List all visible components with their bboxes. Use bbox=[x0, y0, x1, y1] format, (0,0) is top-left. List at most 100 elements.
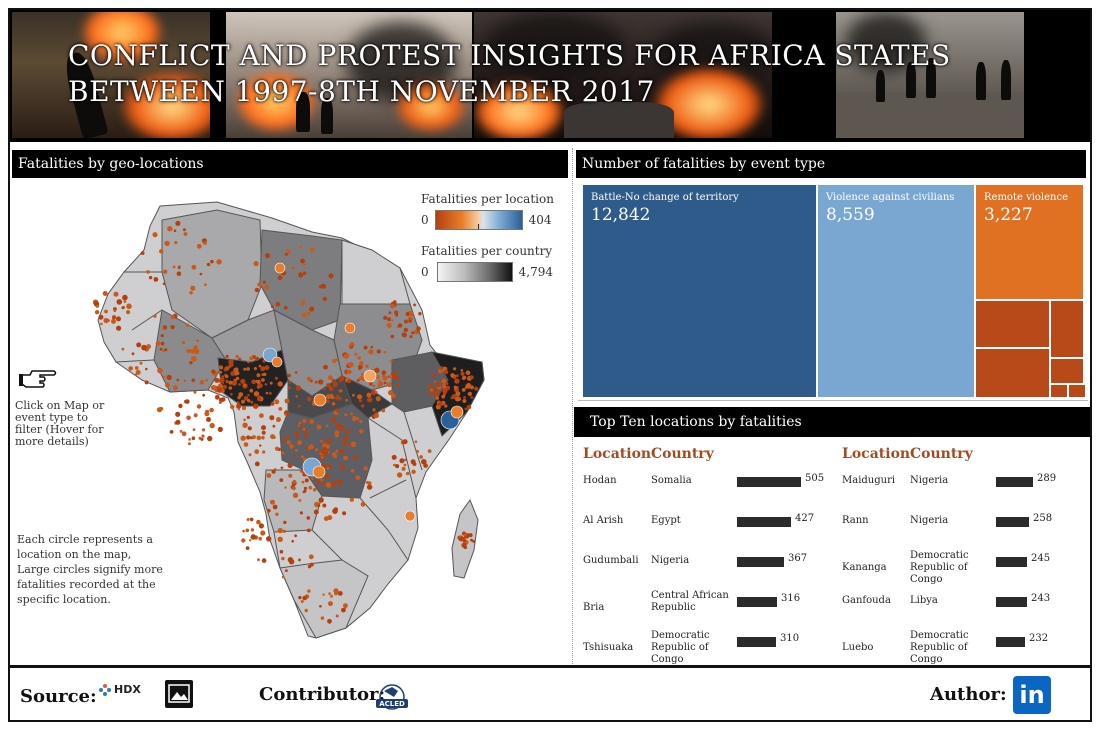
location-circle[interactable] bbox=[222, 384, 227, 389]
location-circle[interactable] bbox=[266, 473, 272, 478]
location-circle[interactable] bbox=[344, 436, 349, 441]
location-circle[interactable] bbox=[330, 594, 333, 598]
location-circle[interactable] bbox=[243, 442, 249, 447]
tile-small-6[interactable] bbox=[1068, 384, 1086, 398]
location-circle[interactable] bbox=[360, 501, 366, 507]
location-circle[interactable] bbox=[116, 325, 122, 331]
location-circle[interactable] bbox=[221, 397, 226, 402]
tile-small-2[interactable] bbox=[975, 348, 1050, 398]
location-circle[interactable] bbox=[308, 444, 314, 450]
location-circle[interactable] bbox=[451, 394, 457, 400]
location-circle[interactable] bbox=[303, 489, 307, 493]
location-circle[interactable] bbox=[298, 595, 302, 600]
location-circle[interactable] bbox=[270, 402, 275, 406]
location-circle[interactable] bbox=[250, 400, 254, 404]
location-circle[interactable] bbox=[357, 394, 363, 400]
location-circle[interactable] bbox=[302, 262, 306, 266]
location-circle[interactable] bbox=[345, 429, 350, 434]
location-circle[interactable] bbox=[217, 383, 224, 389]
location-circle[interactable] bbox=[464, 407, 468, 411]
location-circle[interactable] bbox=[323, 364, 328, 370]
location-circle[interactable] bbox=[98, 314, 104, 320]
location-circle[interactable] bbox=[194, 348, 200, 355]
location-circle[interactable] bbox=[253, 261, 259, 267]
location-circle[interactable] bbox=[428, 391, 432, 395]
location-circle[interactable] bbox=[202, 393, 206, 397]
location-circle[interactable] bbox=[160, 334, 164, 338]
location-circle[interactable] bbox=[164, 348, 168, 352]
location-circle[interactable] bbox=[381, 408, 386, 413]
location-circle[interactable] bbox=[302, 595, 308, 601]
location-circle[interactable] bbox=[251, 435, 256, 440]
location-circle[interactable] bbox=[358, 367, 361, 370]
location-circle[interactable] bbox=[306, 311, 311, 316]
location-circle[interactable] bbox=[211, 369, 216, 374]
location-circle[interactable] bbox=[411, 469, 416, 474]
location-circle[interactable] bbox=[322, 296, 328, 302]
location-circle[interactable] bbox=[174, 241, 178, 245]
location-circle[interactable] bbox=[371, 390, 376, 396]
location-circle[interactable] bbox=[274, 446, 280, 451]
location-circle[interactable] bbox=[292, 480, 297, 484]
location-circle[interactable] bbox=[201, 434, 205, 438]
location-circle[interactable] bbox=[272, 504, 278, 510]
location-circle[interactable] bbox=[308, 554, 314, 560]
location-circle[interactable] bbox=[270, 499, 275, 505]
location-circle[interactable] bbox=[337, 479, 343, 485]
location-circle[interactable] bbox=[214, 377, 220, 383]
location-circle[interactable] bbox=[159, 249, 164, 254]
location-circle[interactable] bbox=[258, 523, 264, 529]
location-circle[interactable] bbox=[256, 435, 262, 441]
location-circle[interactable] bbox=[474, 386, 479, 391]
location-circle[interactable] bbox=[136, 342, 142, 348]
location-circle[interactable] bbox=[345, 398, 349, 402]
location-circle[interactable] bbox=[466, 404, 472, 410]
location-circle[interactable] bbox=[289, 444, 294, 449]
location-circle[interactable] bbox=[322, 438, 326, 442]
location-circle[interactable] bbox=[134, 373, 138, 377]
location-circle[interactable] bbox=[283, 520, 287, 525]
location-circle[interactable] bbox=[317, 504, 321, 507]
location-circle[interactable] bbox=[441, 378, 447, 384]
location-circle[interactable] bbox=[370, 345, 374, 349]
location-circle[interactable] bbox=[348, 361, 354, 368]
location-circle[interactable] bbox=[179, 430, 183, 433]
location-circle[interactable] bbox=[250, 534, 256, 540]
event-type-treemap[interactable]: Battle-No change of territory 12,842 Vio… bbox=[582, 184, 1086, 398]
location-circle[interactable] bbox=[316, 479, 322, 485]
location-circle[interactable] bbox=[219, 377, 225, 383]
location-circle[interactable] bbox=[310, 247, 315, 252]
location-circle[interactable] bbox=[311, 477, 314, 481]
location-circle[interactable] bbox=[233, 367, 238, 373]
location-circle[interactable] bbox=[261, 558, 267, 563]
location-circle[interactable] bbox=[295, 395, 298, 398]
location-circle[interactable] bbox=[405, 311, 410, 317]
location-circle[interactable] bbox=[279, 549, 284, 554]
location-circle-large[interactable] bbox=[312, 465, 326, 479]
location-circle[interactable] bbox=[162, 327, 165, 330]
location-circle[interactable] bbox=[153, 314, 157, 318]
tile-small-3[interactable] bbox=[1050, 300, 1084, 358]
location-circle[interactable] bbox=[396, 383, 400, 387]
location-circle[interactable] bbox=[462, 375, 467, 380]
location-circle[interactable] bbox=[330, 395, 335, 400]
location-circle-large[interactable] bbox=[271, 356, 283, 368]
acled-logo[interactable]: ACLED bbox=[374, 683, 410, 713]
location-circle[interactable] bbox=[295, 435, 299, 439]
location-circle[interactable] bbox=[350, 412, 353, 416]
location-circle[interactable] bbox=[283, 305, 288, 310]
location-circle[interactable] bbox=[375, 396, 381, 402]
location-circle[interactable] bbox=[247, 426, 252, 431]
location-circle[interactable] bbox=[350, 469, 355, 473]
location-circle[interactable] bbox=[391, 319, 394, 322]
location-circle[interactable] bbox=[140, 251, 145, 255]
location-circle[interactable] bbox=[95, 304, 99, 308]
location-circle[interactable] bbox=[363, 345, 368, 350]
location-circle[interactable] bbox=[261, 425, 266, 431]
location-circle[interactable] bbox=[304, 478, 309, 483]
location-circle[interactable] bbox=[291, 266, 295, 270]
location-circle[interactable] bbox=[388, 311, 392, 315]
location-circle[interactable] bbox=[219, 370, 223, 374]
location-circle[interactable] bbox=[191, 264, 197, 270]
location-circle[interactable] bbox=[302, 418, 307, 423]
